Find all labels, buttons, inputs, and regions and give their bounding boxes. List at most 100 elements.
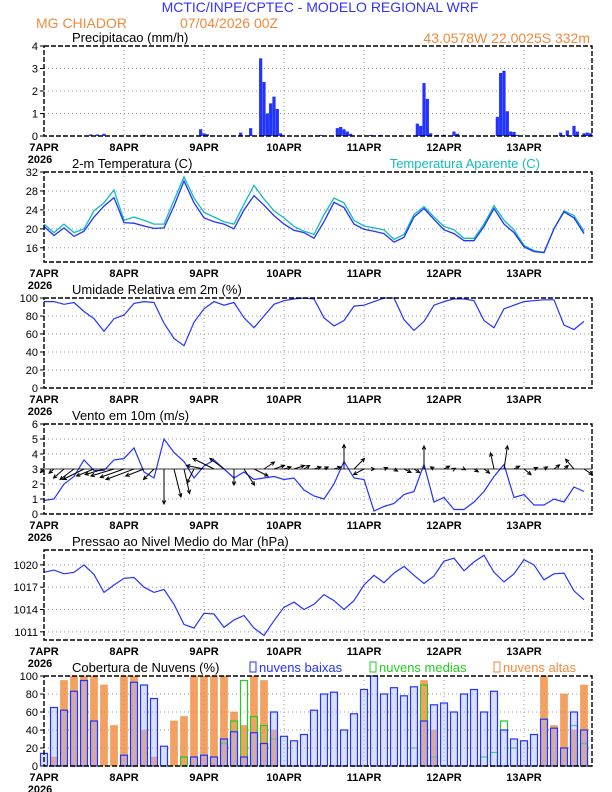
cloud-bar-low [349,713,359,767]
x-tick-label: 13APR [506,268,542,280]
x-year-label: 2026 [28,658,52,670]
cloud-bar-low [259,742,269,767]
wind-vector-arrowhead [504,444,510,450]
cloud-bar-low [159,745,169,767]
cloud-bar-low [459,693,469,767]
precip-bar [419,125,423,136]
cloud-bar-high [120,675,128,767]
cloud-bar-low [329,691,339,767]
wind-vector [209,458,225,470]
cloud-bar-low [189,756,199,767]
wind-vector [84,468,105,476]
cloud-bar-low [509,738,519,767]
wind-vector-arrowhead [406,469,413,474]
cloud-bar-low [319,693,329,767]
x-tick-label: 9APR [189,646,218,658]
x-tick-label: 8APR [109,142,138,154]
x-tick-label: 13APR [506,772,542,784]
wind-vector-arrowhead [393,467,399,472]
x-tick-label: 9APR [189,394,218,406]
x-year-label: 2026 [28,532,52,544]
x-tick-label: 7APR [29,394,58,406]
cloud-bar-low [579,729,589,767]
cloud-bar-low [249,732,259,767]
location-label: MG CHIADOR [36,15,127,31]
wind-vector-arrowhead [263,472,270,477]
cloud-bar-low [239,756,249,767]
coords-label: 43.0578W 22.0025S 332m [423,30,590,46]
humidity-panel: Umidade Relativa em 2m (%) 7APR 8APR 9APR 10… [20,282,593,418]
x-tick-label: 13APR [506,646,542,658]
y-tick-label: 4 [32,449,38,461]
x-year-label: 2026 [28,280,52,292]
wind-vector [125,468,145,477]
x-tick-label: 12APR [426,520,462,532]
wind-vector-arrowhead [445,465,451,470]
cloud-bar-low [229,731,239,767]
run-label: 07/04/2026 00Z [180,15,279,31]
cloud-bar-low [479,711,489,767]
cloud-bar-low [149,697,159,767]
precip-bar [589,133,593,136]
precip-bar [499,73,503,136]
wind-vector [263,461,275,470]
precip-bar [582,133,586,136]
precip-bar [559,132,563,136]
precip-bar [272,96,276,136]
wind-vector-arrowhead [231,481,237,487]
x-tick-label: 8APR [109,394,138,406]
y-tick-label: 100 [20,671,38,683]
temperature-frame [43,171,593,263]
cloud-bar-low [409,686,419,767]
wind-vector-arrowhead [533,466,539,471]
y-tick-label: 0 [32,131,38,143]
temperature-line-2m [43,179,585,254]
precip-bar [452,131,456,136]
cloud-bar-low [389,687,399,767]
wind-vector-arrowhead [352,471,358,476]
wind-vector [90,468,115,477]
wind-vector-arrowhead [75,472,81,477]
humidity-frame [43,297,593,389]
y-tick-label: 20 [26,365,38,377]
precip-bar [102,133,106,136]
precip-panel: Precipitacao (mm/h) 7APR 8APR 9APR 10APR 11AP… [28,30,593,166]
temperature-line-apparent [43,175,585,254]
cloud-bar-high [170,720,178,767]
wind-vector [353,468,365,476]
cloud-bar-low [489,690,499,767]
x-tick-label: 10APR [266,394,302,406]
cloud-bar-low [519,740,529,767]
y-tick-label: 80 [26,689,38,701]
cloud-bar-low [469,688,479,767]
wind-vector-arrowhead [543,466,549,471]
x-tick-label: 12APR [426,646,462,658]
humidity-title: Umidade Relativa em 2m (%) [72,282,242,297]
wind-vector-arrowhead [341,443,347,449]
cloud-bar-low [139,684,149,767]
cloud-bar-low [449,711,459,767]
x-tick-label: 10APR [266,142,302,154]
wind-vector-arrowhead [48,469,54,474]
wind-vector-arrowhead [305,464,311,470]
cloud-bar-low [439,702,449,767]
y-tick-label: 1017 [14,582,38,594]
y-tick-label: 0 [32,509,38,521]
legend-label-mid: nuvens medias [379,660,467,675]
cloud-bar-low [499,729,509,767]
y-tick-label: 60 [26,329,38,341]
legend-swatch-mid [369,661,377,673]
wind-vector-arrowhead [421,444,427,450]
wind-vector-arrowhead [61,476,68,481]
precip-bar [265,113,269,136]
precip-title: Precipitacao (mm/h) [72,30,188,45]
x-tick-label: 10APR [266,772,302,784]
humidity-line [44,297,585,347]
wind-vector-arrowhead [415,468,421,474]
y-tick-label: 32 [26,167,38,179]
y-tick-label: 1014 [14,605,38,617]
wind-vector [76,468,95,477]
x-tick-label: 8APR [109,772,138,784]
wind-vector-arrowhead [59,475,65,481]
cloud-bar-low [89,720,99,767]
